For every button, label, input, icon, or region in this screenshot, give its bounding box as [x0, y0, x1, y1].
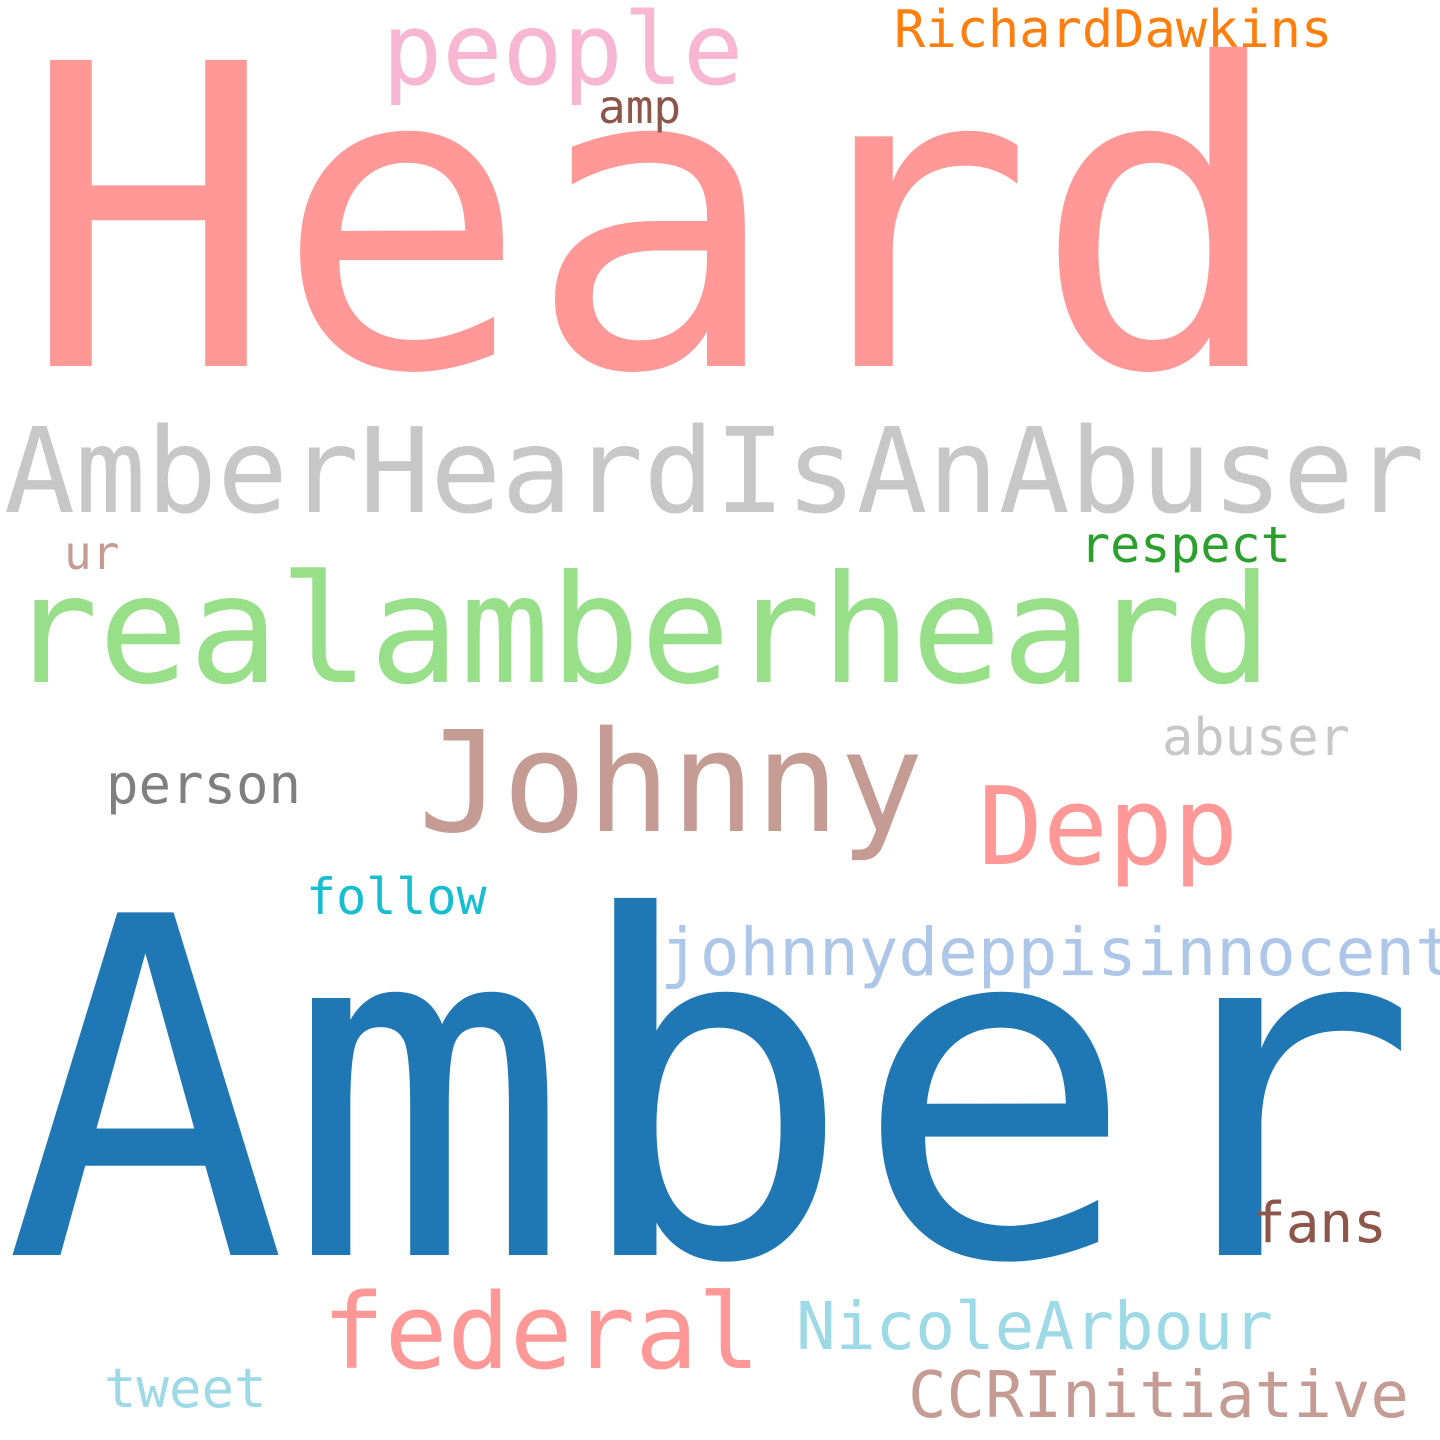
- word-amberheardisanabuser: AmberHeardIsAnAbuser: [4, 402, 1425, 540]
- word-richarddawkins: RichardDawkins: [894, 0, 1333, 60]
- word-abuser: abuser: [1162, 708, 1350, 768]
- word-people: people: [382, 0, 744, 108]
- word-respect: respect: [1080, 516, 1291, 574]
- word-nicolearbour: NicoleArbour: [796, 1288, 1273, 1365]
- word-realamberheard: realamberheard: [8, 544, 1273, 718]
- word-federal: federal: [322, 1271, 761, 1393]
- word-person: person: [106, 753, 302, 816]
- word-amp: amp: [598, 80, 682, 134]
- word-fans: fans: [1252, 1191, 1387, 1256]
- word-depp: Depp: [978, 765, 1239, 890]
- word-heard: Heard: [22, 0, 1287, 466]
- word-johnny: Johnny: [418, 702, 924, 865]
- word-follow: follow: [306, 868, 487, 926]
- word-amber: Amber: [4, 819, 1419, 1366]
- word-johnnydeppisinnocent: johnnydeppisinnocent: [660, 914, 1440, 991]
- word-ccrinitiative: CCRInitiative: [908, 1359, 1409, 1433]
- word-ur: ur: [64, 526, 120, 580]
- word-tweet: tweet: [104, 1357, 267, 1420]
